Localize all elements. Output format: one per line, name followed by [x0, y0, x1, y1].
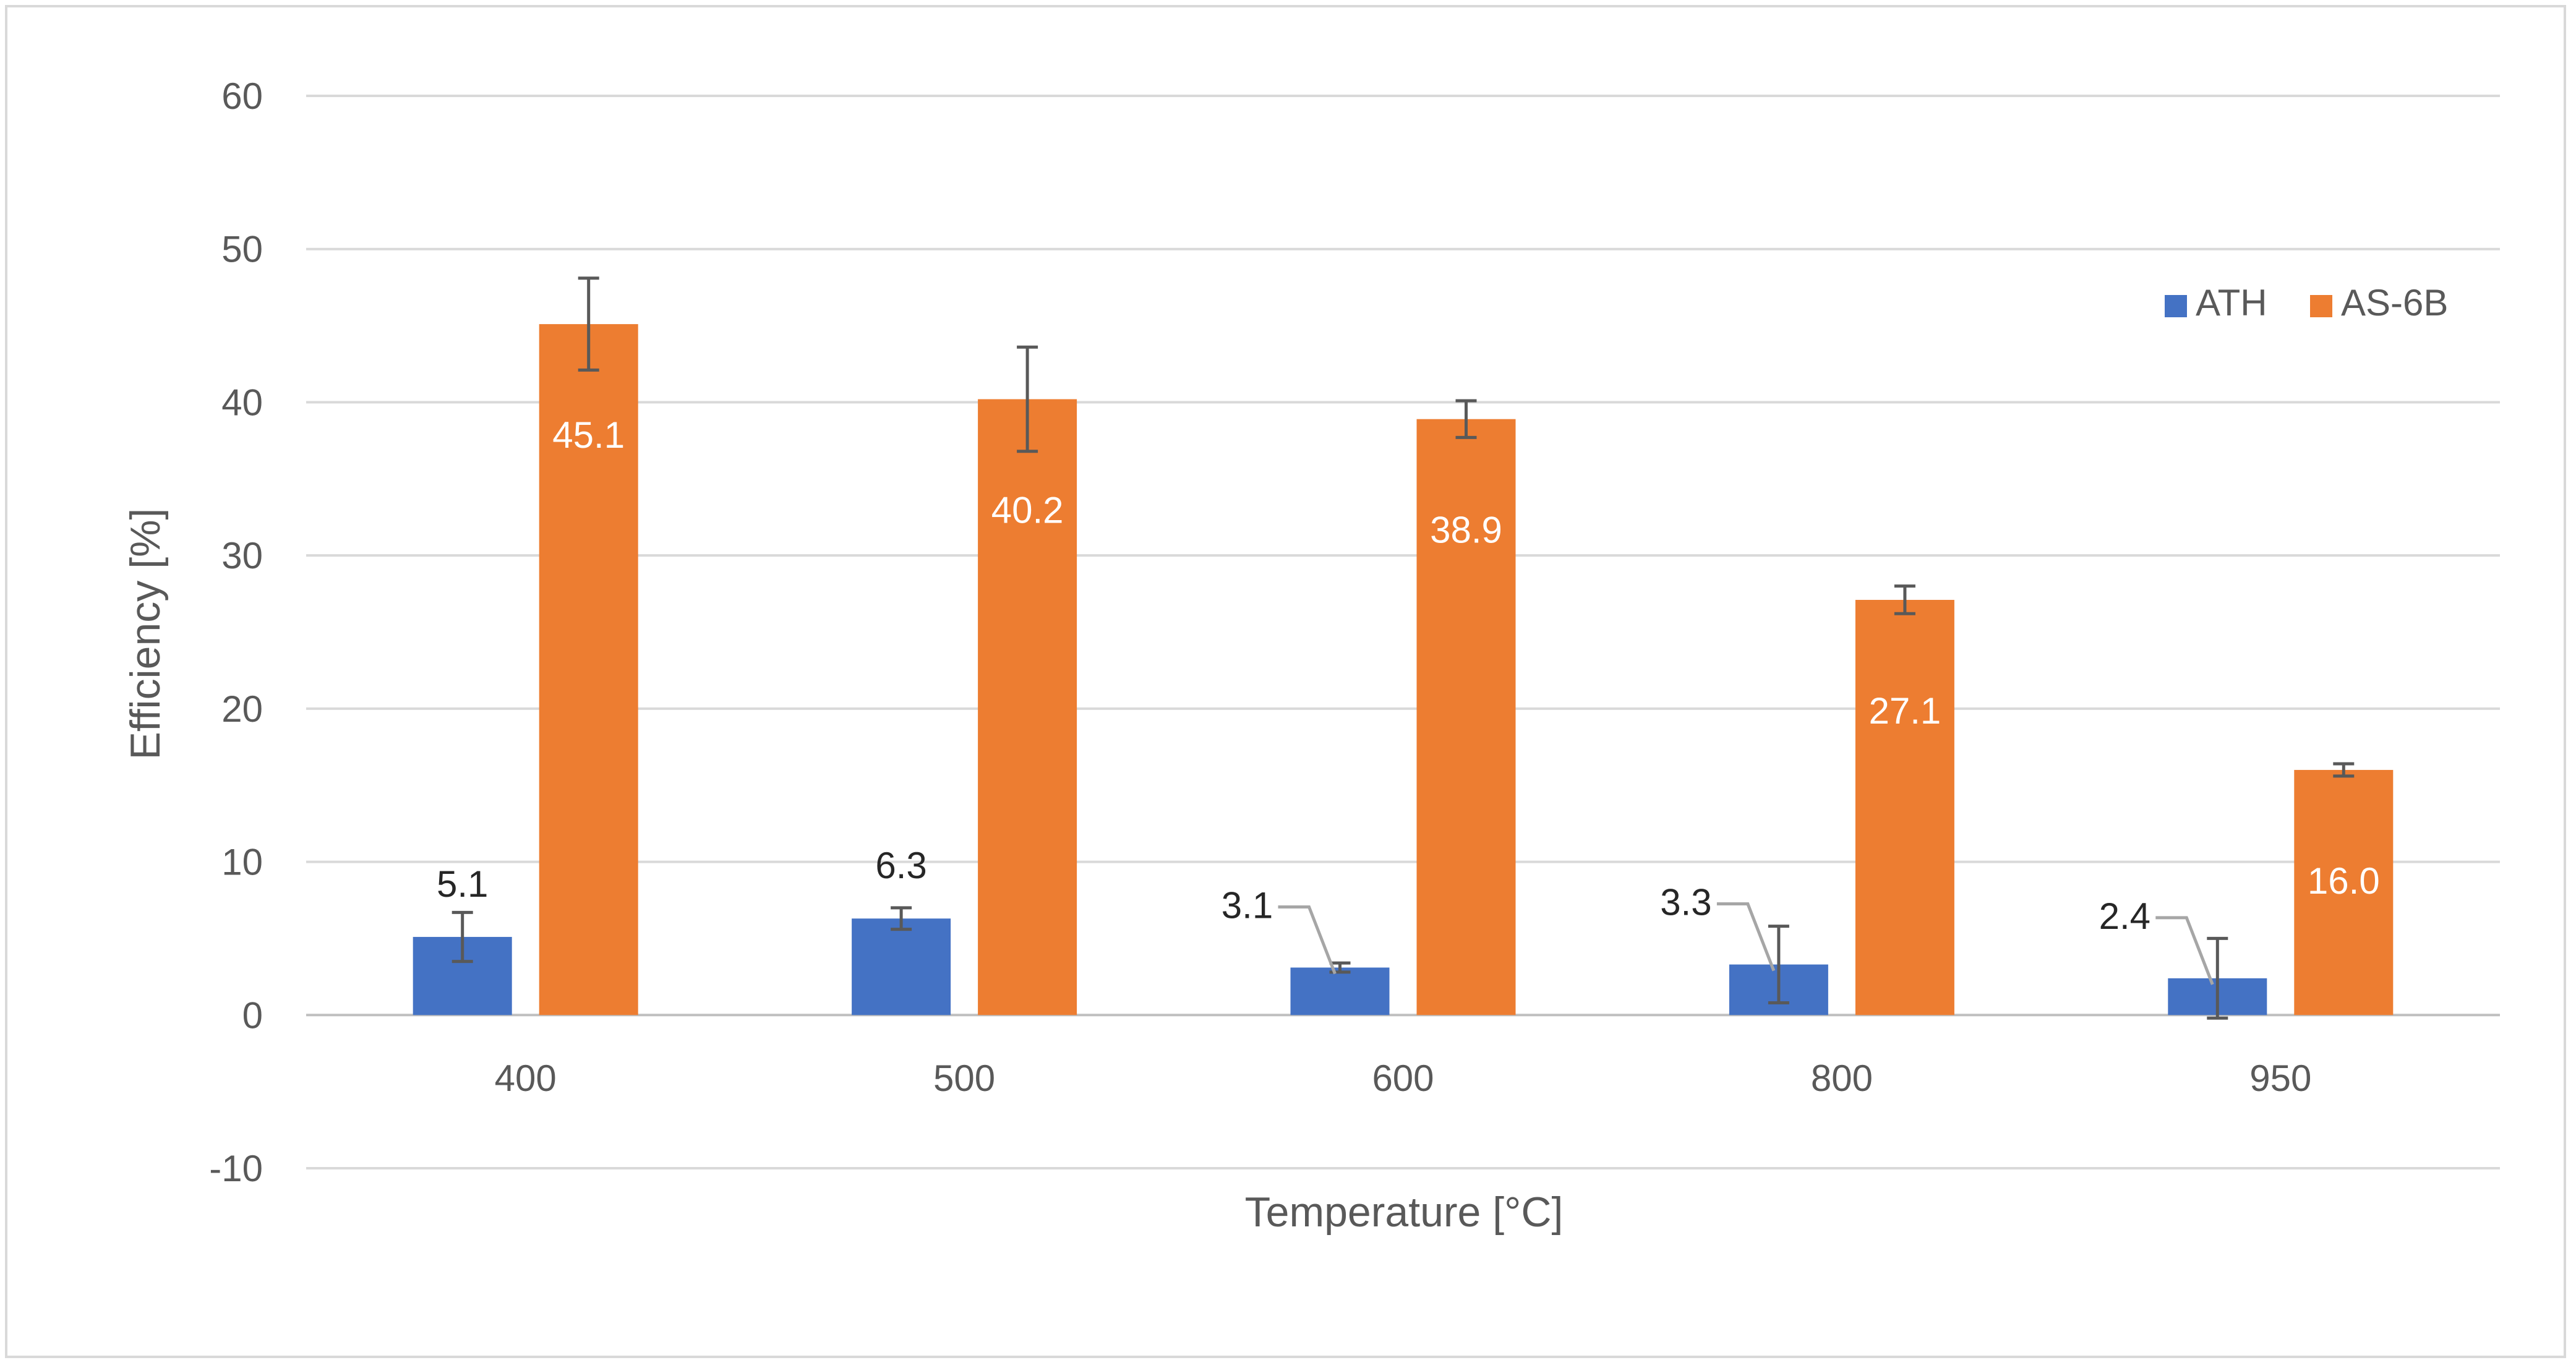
y-tick-label: 0 — [242, 994, 263, 1036]
label-leader-line — [2155, 916, 2214, 985]
y-tick-label: -10 — [209, 1148, 263, 1189]
x-tick-label: 500 — [933, 1058, 995, 1099]
y-tick-label: 30 — [221, 535, 263, 576]
y-tick-label: 40 — [221, 382, 263, 423]
label-leader-lines — [1278, 902, 2214, 985]
chart-frame — [5, 5, 2566, 1358]
data-label: 3.3 — [1660, 882, 1711, 923]
bar-as-6b-800 — [1855, 599, 1954, 1015]
legend-label-ath: ATH — [2196, 282, 2267, 323]
bar-ath-600 — [1290, 967, 1390, 1015]
x-tick-label: 950 — [2249, 1058, 2311, 1099]
y-tick-label: 10 — [221, 842, 263, 883]
x-tick-label: 800 — [1811, 1058, 1873, 1099]
x-tick-label: 400 — [495, 1058, 557, 1099]
y-tick-label: 60 — [221, 75, 263, 117]
data-label: 27.1 — [1869, 690, 1941, 732]
data-labels: 5.1 6.3 3.1 3.3 2.4 45.1 40.2 38.9 27.1 16.0 — [437, 414, 2380, 937]
data-label: 2.4 — [2099, 896, 2150, 937]
y-tick-label: 20 — [221, 688, 263, 730]
legend-swatch-ath — [2165, 295, 2187, 317]
bar-ath-500 — [852, 918, 951, 1015]
bars — [413, 324, 2394, 1015]
bar-as-6b-950 — [2294, 769, 2394, 1015]
data-label: 38.9 — [1430, 510, 1502, 551]
gridlines — [306, 95, 2500, 1169]
y-axis-title: Efficiency [%] — [122, 508, 169, 760]
label-leader-line — [1716, 902, 1776, 972]
data-label: 40.2 — [991, 489, 1064, 531]
data-label: 6.3 — [875, 845, 926, 886]
error-bars — [451, 276, 2355, 1020]
legend: ATH AS-6B — [2165, 282, 2448, 323]
legend-swatch-as-6b — [2310, 295, 2332, 317]
data-label: 45.1 — [552, 414, 625, 456]
bar-as-6b-600 — [1416, 419, 1516, 1015]
y-tick-label: 50 — [221, 229, 263, 270]
bar-as-6b-500 — [978, 399, 1077, 1015]
bar-as-6b-400 — [539, 324, 638, 1015]
data-label: 16.0 — [2308, 860, 2380, 902]
label-leader-line — [1278, 905, 1337, 975]
x-tick-label: 600 — [1372, 1058, 1434, 1099]
legend-label-as-6b: AS-6B — [2341, 282, 2448, 323]
x-axis-title: Temperature [°C] — [1245, 1189, 1564, 1236]
y-axis-tick-labels: -10 0 10 20 30 40 50 60 — [209, 75, 263, 1189]
data-label: 5.1 — [437, 863, 488, 905]
data-label: 3.1 — [1222, 884, 1273, 926]
x-axis-tick-labels: 400 500 600 800 950 — [495, 1058, 2312, 1099]
